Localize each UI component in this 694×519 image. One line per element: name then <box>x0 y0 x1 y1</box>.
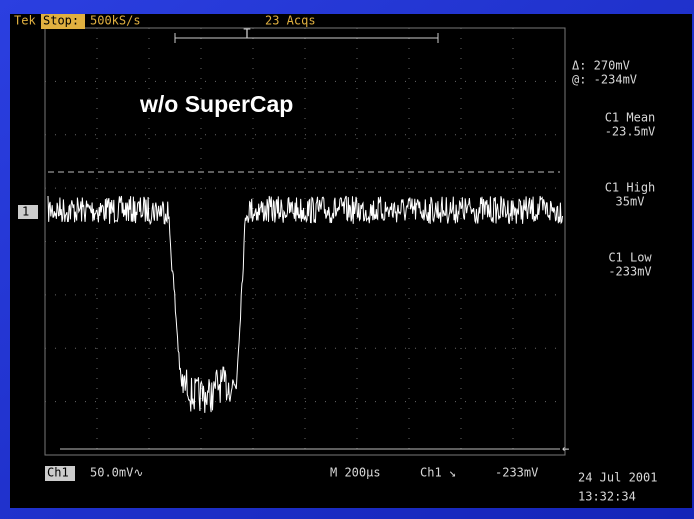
measurement-value: 35mV <box>616 195 645 209</box>
mode: Stop: <box>43 14 79 28</box>
trigger-source: Ch1 ↘ <box>420 466 456 480</box>
trigger-level: -233mV <box>495 466 538 480</box>
measurement-value: -23.5mV <box>605 125 656 139</box>
vertical-scale: 50.0mV∿ <box>90 466 143 480</box>
channel-badge <box>45 466 75 481</box>
title: w/o SuperCap <box>139 91 293 117</box>
trigger-window <box>174 33 439 43</box>
measurement-name: C1 High <box>605 181 656 195</box>
cursor-at: @: -234mV <box>572 73 637 87</box>
trigger-position: T <box>243 27 250 41</box>
timebase: M 200µs <box>330 466 381 480</box>
acquisitions: 23 Acqs <box>265 14 316 28</box>
time: 13:32:34 <box>578 490 636 504</box>
date: 24 Jul 2001 <box>578 471 657 485</box>
measurement-value: -233mV <box>608 265 651 279</box>
graticule <box>44 27 566 456</box>
sample-rate: 500kS/s <box>90 14 141 28</box>
waveform <box>47 195 563 413</box>
measurement-name: C1 Mean <box>605 111 656 125</box>
brand: Tek <box>14 14 36 28</box>
cursor-delta: Δ: 270mV <box>572 59 630 73</box>
channel-marker-box <box>18 205 38 219</box>
scope-screen <box>10 14 692 508</box>
channel: Ch1 <box>47 466 69 480</box>
cursor-arrow: ← <box>562 442 569 456</box>
channel-marker: 1 <box>22 205 29 219</box>
measurement-name: C1 Low <box>608 251 652 265</box>
mode-badge <box>41 14 85 29</box>
